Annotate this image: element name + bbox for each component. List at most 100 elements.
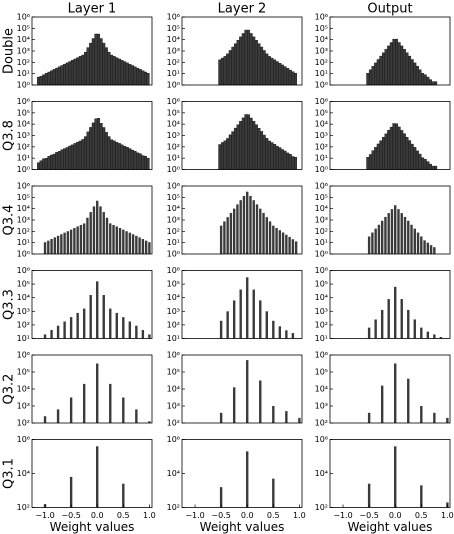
- bar: [413, 319, 416, 339]
- histogram-bar: [410, 59, 414, 86]
- histogram-bar: [57, 151, 61, 170]
- y-tick-label: 10⁴: [17, 293, 30, 302]
- bar: [43, 334, 47, 339]
- bar: [226, 311, 229, 339]
- histogram-bar: [228, 134, 232, 170]
- bar: [374, 228, 377, 254]
- bar: [223, 221, 226, 254]
- bar: [89, 212, 92, 254]
- histogram-bar: [112, 140, 116, 170]
- histogram-bar: [423, 74, 427, 86]
- histogram-bar: [283, 66, 287, 86]
- bar: [298, 417, 301, 423]
- y-tick-label: 10²: [17, 503, 30, 512]
- x-tick-label: 0.5: [117, 511, 130, 520]
- histogram-bar: [244, 29, 248, 86]
- histogram-bar: [55, 67, 59, 86]
- row-label: Q3.1: [2, 458, 17, 489]
- bar: [96, 281, 99, 339]
- histogram-bar: [223, 140, 227, 170]
- histogram-bar: [278, 62, 282, 86]
- bar: [53, 237, 57, 254]
- y-tick-label: 10⁰: [315, 250, 328, 259]
- bar: [89, 294, 92, 339]
- histogram-bar: [405, 137, 409, 170]
- histogram-bar: [89, 127, 93, 170]
- bar: [249, 195, 252, 254]
- bar: [69, 397, 73, 423]
- histogram-bar: [104, 132, 108, 170]
- histogram-bar: [89, 42, 93, 86]
- bar: [148, 421, 151, 423]
- histogram-bar: [44, 72, 48, 86]
- histogram-bar: [146, 157, 150, 170]
- bar: [96, 446, 99, 508]
- histogram-bar: [376, 143, 380, 170]
- histogram-bar: [410, 143, 414, 170]
- bar: [407, 378, 410, 423]
- histogram-bar: [389, 42, 393, 86]
- y-tick-label: 10⁵: [17, 280, 30, 289]
- histogram-bar: [218, 59, 222, 86]
- histogram-bar: [136, 152, 140, 170]
- bar: [232, 208, 236, 254]
- y-tick-label: 10¹: [17, 238, 30, 247]
- y-tick-label: 10³: [17, 216, 30, 225]
- histogram-bar: [260, 131, 264, 170]
- y-tick-label: 10⁵: [315, 193, 328, 202]
- histogram-bar: [226, 53, 230, 86]
- y-tick-label: 10⁶: [167, 182, 180, 191]
- histogram-bar: [249, 117, 253, 170]
- row-label: Double: [2, 28, 17, 74]
- histogram-bar: [107, 136, 111, 170]
- histogram-bar: [280, 64, 284, 86]
- histogram-bar: [291, 71, 295, 86]
- bar: [426, 331, 430, 339]
- y-tick-label: 10⁴: [315, 204, 328, 213]
- y-tick-label: 10⁵: [167, 193, 180, 202]
- histogram-bar: [37, 162, 41, 170]
- histogram-bar: [413, 147, 417, 170]
- histogram-bar: [104, 47, 108, 86]
- bar: [144, 240, 148, 254]
- histogram-bar: [76, 141, 80, 170]
- bar: [367, 327, 371, 339]
- histogram-bar: [65, 62, 69, 86]
- histogram-bar: [65, 147, 69, 170]
- x-tick-label: 0.5: [415, 511, 428, 520]
- histogram-bar: [389, 126, 393, 170]
- histogram-bar: [143, 155, 147, 170]
- histogram-bar: [249, 33, 253, 86]
- histogram-bar: [138, 153, 142, 170]
- y-tick-label: 10²: [315, 320, 328, 329]
- y-tick-label: 10³: [17, 402, 30, 411]
- row-label: Q3.8: [2, 120, 17, 151]
- bar: [377, 224, 381, 254]
- bar: [50, 330, 53, 339]
- histogram-bar: [384, 49, 388, 86]
- row-label: Q3.2: [2, 374, 17, 405]
- y-tick-label: 10²: [315, 503, 328, 512]
- y-tick-label: 10⁰: [167, 165, 180, 174]
- bar: [141, 330, 145, 339]
- y-tick-label: 10⁴: [315, 35, 328, 44]
- y-tick-label: 10¹: [167, 69, 180, 78]
- histogram-bar: [288, 154, 292, 170]
- histogram-bar: [123, 145, 127, 170]
- y-tick-label: 10⁰: [17, 165, 30, 174]
- y-tick-label: 10³: [315, 47, 328, 56]
- bar: [56, 325, 60, 339]
- bar: [384, 216, 387, 254]
- panel-frame: [181, 270, 303, 339]
- bar: [109, 223, 112, 254]
- histogram-bar: [70, 60, 74, 86]
- y-tick-label: 10⁵: [315, 24, 328, 33]
- y-tick-label: 10¹: [167, 238, 180, 247]
- histogram-bar: [252, 121, 256, 170]
- bar: [128, 232, 132, 254]
- y-tick-label: 10⁶: [315, 266, 328, 275]
- histogram-bar: [110, 139, 114, 170]
- bar: [63, 321, 66, 339]
- histogram-bar: [402, 49, 406, 86]
- y-tick-label: 10⁵: [167, 108, 180, 117]
